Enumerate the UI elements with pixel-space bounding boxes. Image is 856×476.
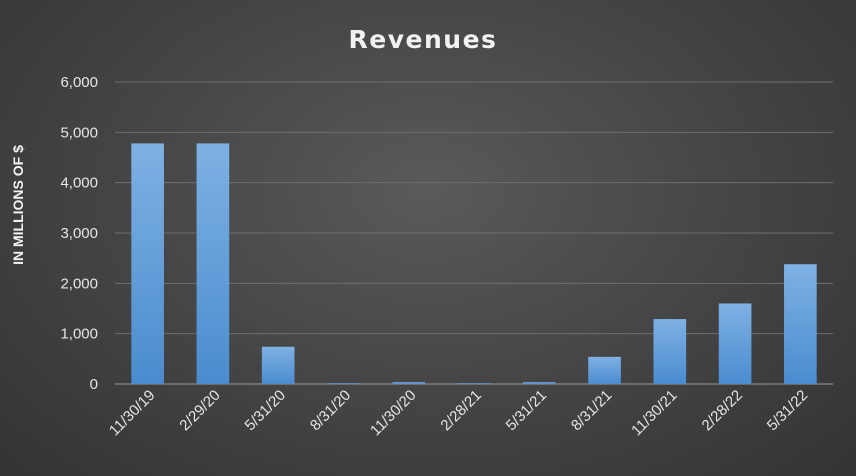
x-tick-label: 5/31/21 bbox=[503, 387, 550, 434]
x-tick-label: 2/28/22 bbox=[699, 387, 746, 434]
bar-5-31-22 bbox=[784, 264, 817, 384]
y-tick-label: 6,000 bbox=[60, 74, 98, 91]
y-axis-label: IN MILLIONS OF $ bbox=[10, 145, 26, 265]
y-tick-label: 3,000 bbox=[60, 225, 98, 242]
x-tick-label: 8/31/20 bbox=[307, 387, 354, 434]
gridlines bbox=[115, 81, 833, 385]
bar-5-31-21 bbox=[522, 382, 556, 384]
x-tick-label: 11/30/21 bbox=[628, 387, 681, 440]
bar-11-30-21 bbox=[653, 319, 687, 384]
x-tick-label: 11/30/20 bbox=[367, 387, 420, 440]
x-tick-label: 5/31/20 bbox=[242, 387, 289, 434]
y-tick-label: 2,000 bbox=[60, 275, 98, 292]
bar-8-31-20 bbox=[327, 383, 360, 385]
y-tick-label: 1,000 bbox=[60, 326, 98, 343]
y-tick-labels: 0 1,000 2,000 3,000 4,000 5,000 6,000 bbox=[60, 74, 98, 393]
x-tick-label: 11/30/19 bbox=[106, 387, 159, 440]
x-tick-label: 8/31/21 bbox=[568, 387, 615, 434]
y-tick-label: 4,000 bbox=[60, 175, 98, 192]
y-tick-label: 5,000 bbox=[60, 124, 98, 141]
chart-title: Revenues bbox=[349, 25, 498, 54]
x-tick-labels: 11/30/19 2/29/20 5/31/20 8/31/20 11/30/20 2/2… bbox=[106, 387, 811, 440]
bar-5-31-20 bbox=[261, 346, 295, 384]
bar-11-30-20 bbox=[392, 382, 426, 384]
bar-2-29-20 bbox=[196, 143, 230, 384]
y-tick-label: 0 bbox=[90, 376, 98, 393]
bar-2-28-22 bbox=[718, 303, 752, 384]
x-tick-label: 2/28/21 bbox=[437, 387, 484, 434]
x-tick-label: 5/31/22 bbox=[764, 387, 811, 434]
x-tick-label: 2/29/20 bbox=[176, 387, 223, 434]
bar-2-28-21 bbox=[457, 383, 491, 385]
bar-11-30-19 bbox=[131, 143, 164, 384]
bars bbox=[131, 143, 817, 385]
bar-8-31-21 bbox=[588, 356, 621, 384]
